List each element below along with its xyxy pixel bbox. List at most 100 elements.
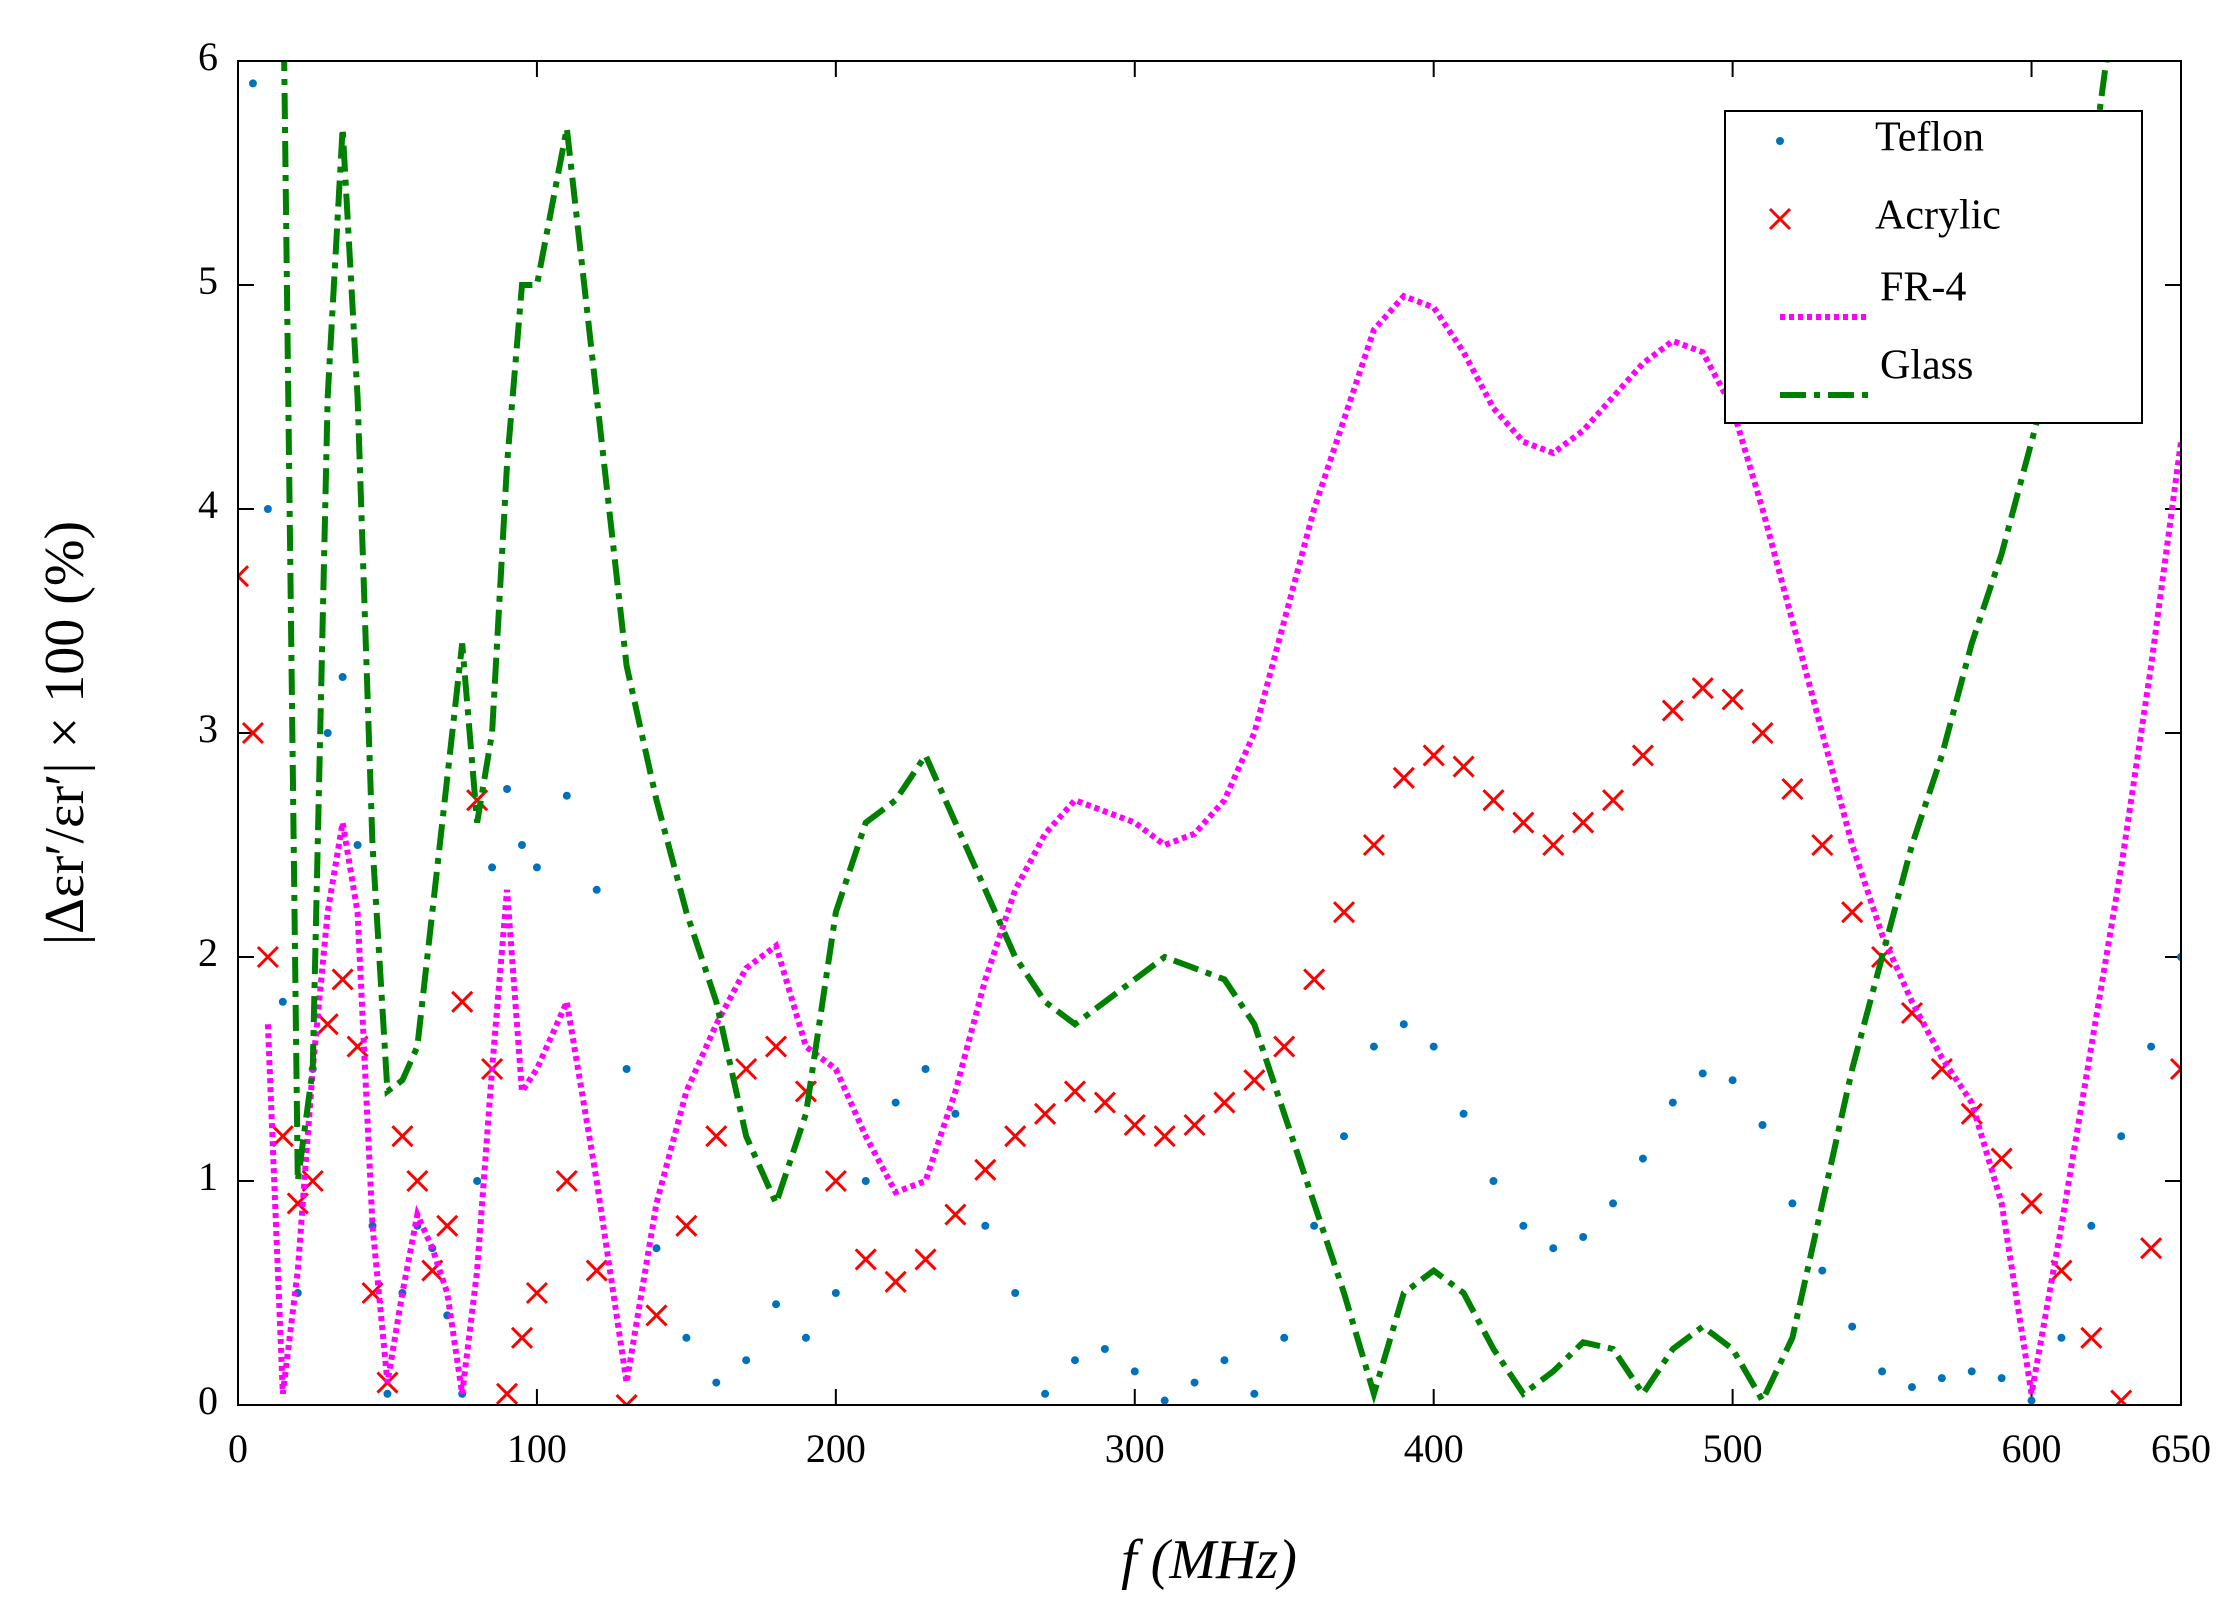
point <box>1841 901 1864 924</box>
legend-symbol <box>1768 207 1792 231</box>
point <box>1004 1125 1027 1148</box>
point <box>451 990 474 1013</box>
point <box>1369 1042 1378 1051</box>
point <box>1751 721 1774 745</box>
point <box>765 1035 788 1058</box>
point <box>1661 699 1684 722</box>
point <box>2020 1192 2043 1215</box>
point <box>1310 1221 1319 1230</box>
point <box>525 1281 548 1305</box>
point <box>517 841 526 849</box>
point <box>263 505 272 513</box>
point <box>1041 1389 1050 1398</box>
point <box>914 1248 937 1271</box>
y-tick-label: 0 <box>198 1378 218 1423</box>
point <box>278 997 287 1006</box>
point <box>2169 1057 2181 1081</box>
legend-label: Teflon <box>1875 115 1984 161</box>
x-tick-label: 600 <box>2002 1426 2062 1471</box>
point <box>495 1382 519 1405</box>
point <box>682 1333 691 1342</box>
point <box>1243 1069 1266 1092</box>
x-tick-label: 200 <box>806 1426 866 1471</box>
point <box>951 1109 960 1118</box>
point <box>742 1356 751 1365</box>
point <box>1848 1322 1857 1331</box>
point <box>622 1065 631 1073</box>
plot-area <box>238 61 2181 1405</box>
point <box>1123 1113 1146 1137</box>
point <box>1542 833 1565 857</box>
point <box>1273 1035 1296 1058</box>
y-tick-label: 2 <box>198 930 218 975</box>
point <box>921 1065 930 1073</box>
point <box>1721 688 1744 711</box>
point <box>675 1214 698 1237</box>
legend-label: Glass <box>1880 343 1973 389</box>
point <box>1907 1383 1916 1392</box>
legend-symbol <box>1776 137 1784 145</box>
point <box>1362 833 1385 857</box>
point <box>248 79 257 88</box>
point <box>1429 1042 1438 1051</box>
point <box>338 673 347 681</box>
legend-box <box>1724 110 2143 424</box>
point <box>1960 1102 1983 1125</box>
legend-label: Acrylic <box>1875 193 2001 239</box>
point <box>1100 1345 1109 1353</box>
point <box>1967 1367 1976 1376</box>
point <box>562 791 571 800</box>
point <box>1512 811 1535 834</box>
point <box>466 789 489 812</box>
point <box>1549 1244 1558 1253</box>
point <box>735 1057 758 1081</box>
x-tick-label: 100 <box>507 1426 567 1471</box>
point <box>1997 1374 2006 1383</box>
point <box>585 1259 608 1282</box>
point <box>1638 1154 1647 1163</box>
point <box>824 1169 847 1193</box>
point <box>532 863 541 872</box>
point <box>1728 1076 1737 1085</box>
point <box>1811 833 1834 857</box>
point <box>1930 1057 1953 1081</box>
point <box>316 1013 339 1036</box>
point <box>1160 1396 1169 1405</box>
point <box>2110 1389 2133 1405</box>
point <box>1758 1121 1767 1129</box>
point <box>981 1221 990 1230</box>
point <box>1280 1333 1289 1342</box>
point <box>510 1326 534 1349</box>
point <box>406 1169 429 1193</box>
point <box>1034 1102 1057 1125</box>
point <box>503 785 512 793</box>
point <box>1900 1001 1924 1025</box>
point <box>1063 1080 1087 1103</box>
point <box>271 1125 294 1148</box>
point <box>1601 789 1625 812</box>
point <box>473 1177 482 1185</box>
point <box>712 1378 721 1387</box>
point <box>488 863 497 872</box>
point <box>1878 1367 1887 1376</box>
point <box>1788 1199 1797 1208</box>
point <box>1519 1221 1528 1230</box>
point <box>944 1203 967 1226</box>
point <box>1422 744 1445 767</box>
x-tick-label: 400 <box>1404 1426 1464 1471</box>
point <box>1303 968 1326 991</box>
point <box>2080 1326 2103 1349</box>
plot-frame <box>237 60 2182 1406</box>
point <box>383 1389 392 1398</box>
point <box>256 945 279 969</box>
point <box>1093 1091 1116 1114</box>
y-tick-label: 1 <box>198 1154 218 1199</box>
point <box>1250 1389 1259 1398</box>
point <box>353 841 362 849</box>
point <box>652 1244 661 1253</box>
point <box>1332 901 1356 924</box>
point <box>436 1214 459 1237</box>
point <box>1668 1098 1677 1107</box>
point <box>592 885 601 894</box>
